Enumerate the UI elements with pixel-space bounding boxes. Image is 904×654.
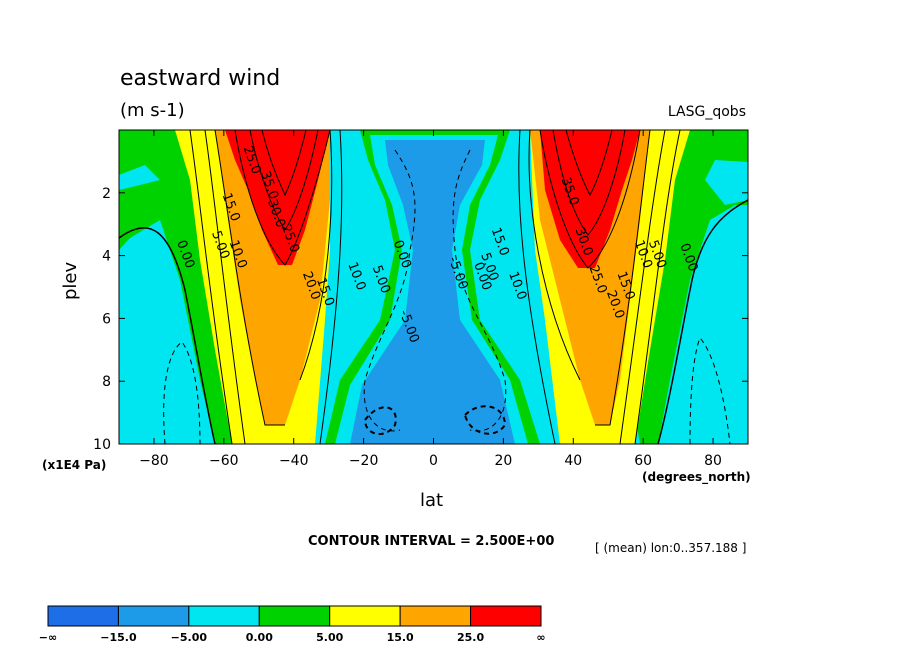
colorbar-label: 5.00 — [316, 631, 343, 644]
contour-interval-note: CONTOUR INTERVAL = 2.500E+00 — [308, 534, 555, 549]
colorbar-swatch — [47, 605, 119, 627]
colorbar-label: −15.0 — [100, 631, 137, 644]
colorbar-swatch — [470, 605, 542, 627]
x-tick-label: 60 — [634, 453, 652, 469]
x-tick-label: −40 — [279, 453, 309, 469]
colorbar: −∞ −15.0 −5.00 0.00 5.00 15.0 25.0 ∞ — [39, 605, 546, 644]
y-tick-label: 4 — [102, 249, 111, 265]
x-axis-units: (degrees_north) — [642, 470, 751, 484]
colorbar-swatch — [399, 605, 472, 627]
x-tick-label: 80 — [704, 453, 722, 469]
x-tick-label: −60 — [209, 453, 239, 469]
y-tick-label: 8 — [102, 374, 111, 390]
band-blue-equator — [350, 140, 515, 444]
colorbar-swatch — [117, 605, 190, 627]
x-tick-label: −80 — [139, 453, 169, 469]
colorbar-label: −∞ — [39, 631, 57, 644]
band-red-sh — [225, 130, 330, 265]
x-tick-label: 20 — [494, 453, 512, 469]
data-source-label: LASG_qobs — [667, 104, 746, 120]
chart-title: eastward wind — [120, 66, 281, 91]
colorbar-swatch — [329, 605, 401, 627]
contour-lines — [119, 130, 748, 444]
x-tick-label: 40 — [564, 453, 582, 469]
x-axis-label: lat — [420, 490, 444, 511]
colorbar-label: 0.00 — [246, 631, 273, 644]
colorbar-label: ∞ — [536, 631, 545, 644]
y-axis: 2 4 6 8 10 — [93, 186, 748, 453]
mean-longitude-note: [ (mean) lon:0..357.188 ] — [595, 541, 747, 555]
colorbar-label: 15.0 — [387, 631, 414, 644]
y-axis-units: (x1E4 Pa) — [42, 458, 107, 472]
negative-contours — [163, 149, 731, 444]
x-tick-label: 0 — [429, 453, 438, 469]
y-tick-label: 2 — [102, 186, 111, 202]
contour-field: 25.035.015.0 30.025.00.00 5.0010.020.015.0… — [119, 130, 748, 444]
x-tick-label: −20 — [349, 453, 379, 469]
colorbar-swatch — [188, 605, 260, 627]
y-tick-label: 6 — [102, 311, 111, 327]
x-axis: −80 −60 −40 −20 0 20 40 60 80 — [139, 130, 722, 469]
colorbar-label: 25.0 — [457, 631, 484, 644]
colorbar-label: −5.00 — [171, 631, 208, 644]
chart-units: (m s-1) — [120, 100, 185, 121]
colorbar-swatch — [258, 605, 331, 627]
band-red-nh — [540, 130, 640, 268]
y-tick-label: 10 — [93, 437, 111, 453]
